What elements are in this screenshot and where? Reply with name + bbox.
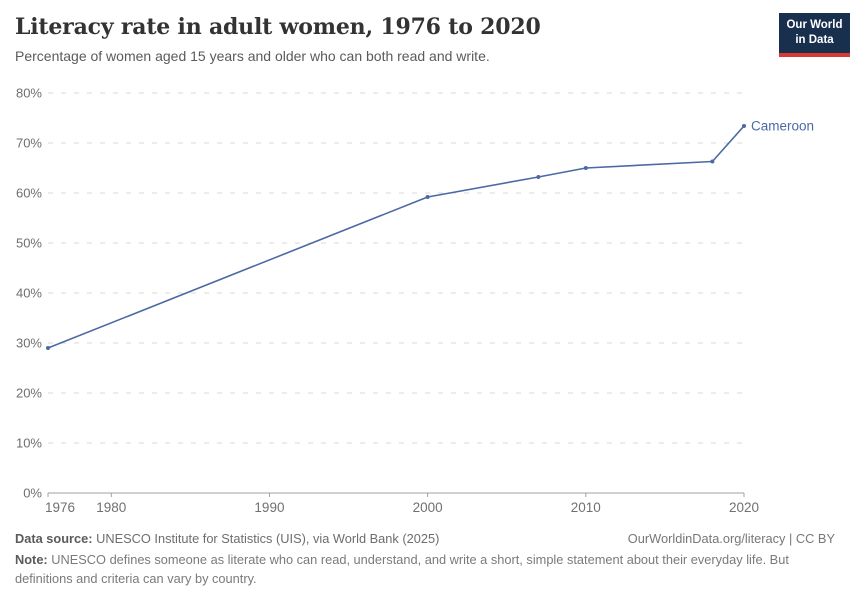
- data-point-marker: [425, 195, 430, 199]
- x-axis-tick-label: 1980: [96, 500, 126, 515]
- y-axis-tick-label: 60%: [16, 186, 42, 201]
- y-axis-tick-label: 70%: [16, 136, 42, 151]
- data-source: Data source: UNESCO Institute for Statis…: [15, 531, 439, 546]
- data-source-text: UNESCO Institute for Statistics (UIS), v…: [92, 531, 440, 546]
- page-title: Literacy rate in adult women, 1976 to 20…: [15, 14, 541, 40]
- y-axis-tick-label: 30%: [16, 336, 42, 351]
- y-axis-tick-label: 0%: [23, 486, 42, 501]
- data-point-marker: [46, 346, 50, 350]
- chart-header: Literacy rate in adult women, 1976 to 20…: [15, 0, 835, 64]
- license-link[interactable]: OurWorldinData.org/literacy | CC BY: [627, 531, 835, 546]
- series-end-label[interactable]: Cameroon: [751, 119, 814, 134]
- x-axis-tick-label: 1976: [45, 500, 75, 515]
- owid-logo[interactable]: Our World in Data: [779, 13, 850, 57]
- data-point-marker: [710, 159, 715, 164]
- x-axis-tick-label: 2000: [413, 500, 443, 515]
- logo-line1: Our World: [786, 19, 843, 31]
- chart-footer: Data source: UNESCO Institute for Statis…: [15, 531, 835, 588]
- chart-note: Note: UNESCO defines someone as literate…: [15, 551, 805, 588]
- y-axis-tick-label: 40%: [16, 286, 42, 301]
- data-point-marker: [742, 124, 746, 128]
- x-axis-tick-label: 2010: [571, 500, 601, 515]
- x-axis-tick-label: 1990: [254, 500, 284, 515]
- y-axis-tick-label: 10%: [16, 436, 42, 451]
- note-text: UNESCO defines someone as literate who c…: [15, 552, 789, 586]
- y-axis-tick-label: 50%: [16, 236, 42, 251]
- logo-line2: in Data: [795, 33, 834, 46]
- y-axis-tick-label: 80%: [16, 86, 42, 101]
- cameroon-line-series[interactable]: [47, 125, 745, 349]
- chart-subtitle: Percentage of women aged 15 years and ol…: [15, 48, 490, 64]
- data-source-label: Data source:: [15, 531, 93, 546]
- data-point-marker: [583, 166, 588, 170]
- x-axis-tick-label: 2020: [729, 500, 759, 515]
- y-axis-tick-label: 20%: [16, 386, 42, 401]
- literacy-line-chart: 0% 10% 20% 30% 40% 50% 60% 70% 80% 1976 1980 1990 20…: [16, 86, 814, 516]
- note-label: Note:: [15, 552, 48, 567]
- data-point-marker: [536, 175, 541, 179]
